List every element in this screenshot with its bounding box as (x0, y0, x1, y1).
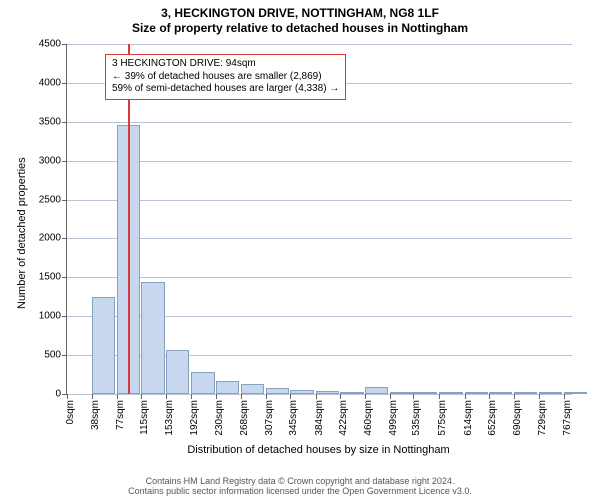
annotation-line-3: 59% of semi-detached houses are larger (… (112, 83, 339, 96)
x-tick-label: 268sqm (239, 400, 250, 436)
x-tick-label: 38sqm (90, 400, 101, 430)
annotation-line-2: ← 39% of detached houses are smaller (2,… (112, 71, 339, 84)
y-tick-label: 2000 (39, 233, 67, 244)
x-tick-label: 384sqm (314, 400, 325, 436)
gridline (67, 200, 572, 201)
histogram-bar (564, 392, 587, 394)
histogram-bar (390, 392, 413, 394)
x-tick-label: 499sqm (388, 400, 399, 436)
gridline (67, 277, 572, 278)
x-tick-label: 729sqm (537, 400, 548, 436)
histogram-bar (290, 390, 313, 394)
histogram-bar (465, 392, 488, 394)
gridline (67, 122, 572, 123)
x-tick-label: 307sqm (264, 400, 275, 436)
y-tick-label: 4000 (39, 77, 67, 88)
histogram-bar (141, 282, 164, 394)
x-tick-label: 460sqm (363, 400, 374, 436)
x-tick-label: 115sqm (139, 400, 150, 435)
gridline (67, 44, 572, 45)
histogram-bar (316, 391, 339, 395)
y-tick-label: 4500 (39, 39, 67, 50)
x-tick-label: 535sqm (411, 400, 422, 436)
histogram-bar (413, 392, 436, 394)
histogram-bar (191, 372, 214, 394)
histogram-bar (439, 392, 462, 394)
y-tick-label: 2500 (39, 194, 67, 205)
x-tick-label: 690sqm (512, 400, 523, 436)
histogram-bar (166, 350, 189, 394)
footer: Contains HM Land Registry data © Crown c… (0, 476, 600, 496)
histogram-bar (365, 387, 388, 394)
footer-line-2: Contains public sector information licen… (0, 486, 600, 496)
histogram-bar (266, 388, 289, 394)
x-tick-label: 614sqm (463, 400, 474, 436)
y-tick-label: 0 (55, 389, 67, 400)
y-tick-label: 3500 (39, 116, 67, 127)
y-tick-label: 1500 (39, 272, 67, 283)
annotation-box: 3 HECKINGTON DRIVE: 94sqm ← 39% of detac… (105, 54, 346, 100)
y-tick-label: 1000 (39, 311, 67, 322)
annotation-line-1: 3 HECKINGTON DRIVE: 94sqm (112, 58, 339, 71)
histogram-bar (539, 392, 562, 394)
gridline (67, 394, 572, 395)
footer-line-1: Contains HM Land Registry data © Crown c… (0, 476, 600, 486)
x-tick-label: 77sqm (115, 400, 126, 430)
x-tick-label: 652sqm (487, 400, 498, 436)
x-tick-label: 575sqm (437, 400, 448, 436)
y-axis-label: Number of detached properties (16, 157, 28, 309)
gridline (67, 161, 572, 162)
histogram-bar (514, 392, 537, 394)
x-tick-label: 767sqm (562, 400, 573, 436)
x-tick-label: 153sqm (164, 400, 175, 436)
y-tick-label: 500 (44, 350, 67, 361)
x-axis-label: Distribution of detached houses by size … (66, 444, 571, 456)
histogram-bar (340, 392, 363, 394)
histogram-bar (241, 384, 264, 394)
x-tick-label: 345sqm (288, 400, 299, 436)
histogram-bar (489, 392, 512, 394)
x-tick-label: 230sqm (214, 400, 225, 436)
histogram-bar (92, 297, 115, 394)
histogram-bar (216, 381, 239, 394)
title-line-1: 3, HECKINGTON DRIVE, NOTTINGHAM, NG8 1LF (0, 6, 600, 21)
chart-title: 3, HECKINGTON DRIVE, NOTTINGHAM, NG8 1LF… (0, 0, 600, 36)
title-line-2: Size of property relative to detached ho… (0, 21, 600, 36)
y-tick-label: 3000 (39, 155, 67, 166)
gridline (67, 238, 572, 239)
x-tick-label: 0sqm (65, 400, 76, 424)
x-tick-label: 422sqm (338, 400, 349, 436)
x-tick-label: 192sqm (189, 400, 200, 436)
